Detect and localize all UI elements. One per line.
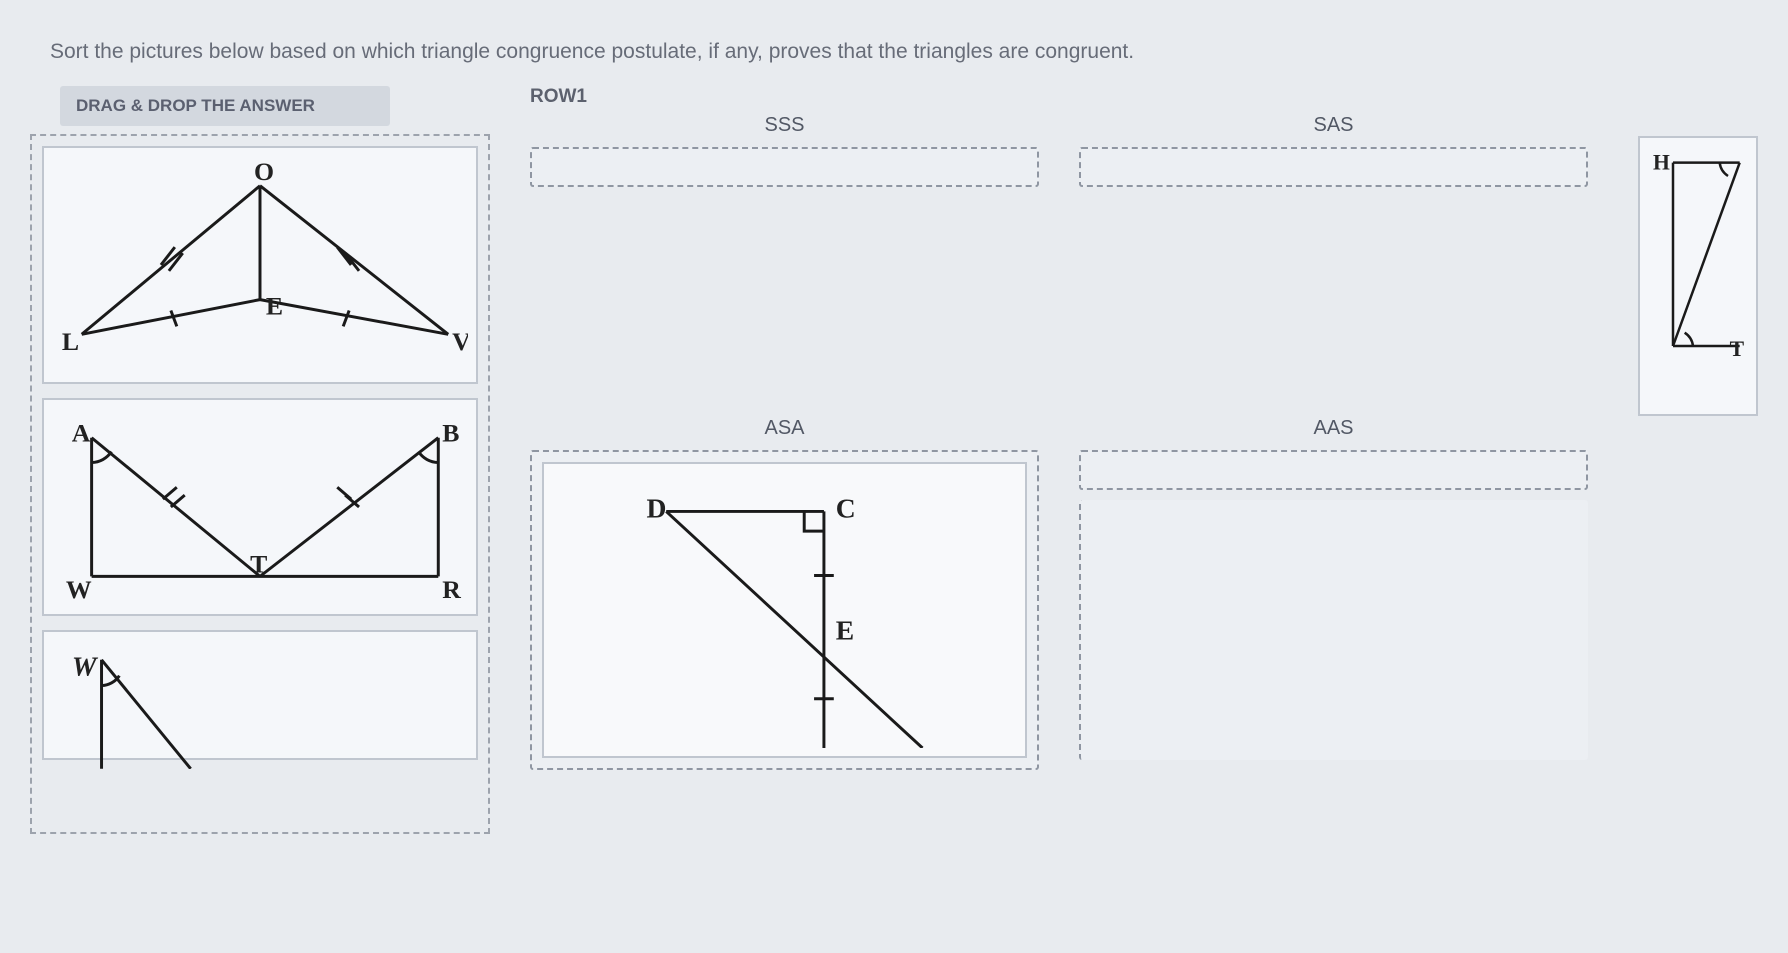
label-c: C <box>836 492 856 523</box>
zone-label-sss: SSS <box>530 114 1039 137</box>
figure-w-partial[interactable]: W <box>42 630 478 760</box>
dropcol-right: SAS AAS <box>1079 86 1588 834</box>
dropzone-sas[interactable] <box>1079 147 1588 187</box>
far-right-panel: H T <box>1638 86 1758 834</box>
question-text: Sort the pictures below based on which t… <box>50 40 1758 64</box>
figure-ht[interactable]: H T <box>1638 136 1758 416</box>
zone-label-asa: ASA <box>530 417 1039 440</box>
source-panel[interactable]: O L V E <box>30 134 490 834</box>
dropcol-left: ROW1 SSS ASA <box>530 86 1039 834</box>
dropzones-area: ROW1 SSS ASA <box>530 86 1758 834</box>
source-column: DRAG & DROP THE ANSWER <box>30 86 490 834</box>
label-t2: T <box>1730 337 1745 361</box>
figure-ht-svg: H T <box>1648 146 1748 363</box>
figure-awtbr-svg: A W T B R <box>52 408 468 606</box>
figure-olev-svg: O L V E <box>52 156 468 374</box>
row1-label: ROW1 <box>530 86 1039 108</box>
label-o: O <box>254 157 274 186</box>
figure-dce-svg: D C E <box>552 472 1017 748</box>
label-l: L <box>62 327 79 356</box>
dropzone-asa[interactable]: D C E <box>530 450 1039 770</box>
label-b: B <box>442 419 459 448</box>
label-d: D <box>647 492 667 523</box>
figure-awtbr[interactable]: A W T B R <box>42 398 478 616</box>
row1-label-spacer <box>1079 86 1588 108</box>
label-w2: W <box>72 651 99 682</box>
dropzone-aas-large[interactable] <box>1079 500 1588 760</box>
quiz-page: Sort the pictures below based on which t… <box>0 0 1788 834</box>
label-h: H <box>1653 150 1670 174</box>
label-t: T <box>250 549 267 578</box>
figure-wpartial-svg: W <box>52 640 468 769</box>
main-layout: DRAG & DROP THE ANSWER <box>30 86 1758 834</box>
dropzone-aas[interactable] <box>1079 450 1588 490</box>
figure-olev[interactable]: O L V E <box>42 146 478 384</box>
zone-label-aas: AAS <box>1079 417 1588 440</box>
drag-drop-header: DRAG & DROP THE ANSWER <box>60 86 390 126</box>
label-a: A <box>72 419 91 448</box>
zone-label-sas: SAS <box>1079 114 1588 137</box>
label-r: R <box>442 575 461 604</box>
label-v: V <box>452 327 468 356</box>
label-e2: E <box>836 615 854 646</box>
dropzone-sss[interactable] <box>530 147 1039 187</box>
label-w: W <box>66 575 92 604</box>
label-e: E <box>266 291 283 320</box>
figure-dce[interactable]: D C E <box>542 462 1027 758</box>
